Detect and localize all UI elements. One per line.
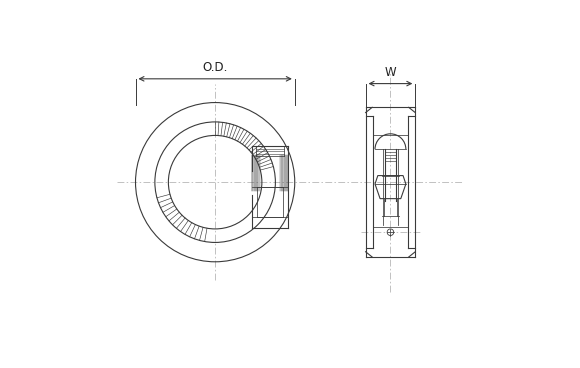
- Text: O.D.: O.D.: [202, 61, 228, 74]
- Text: W: W: [385, 66, 396, 79]
